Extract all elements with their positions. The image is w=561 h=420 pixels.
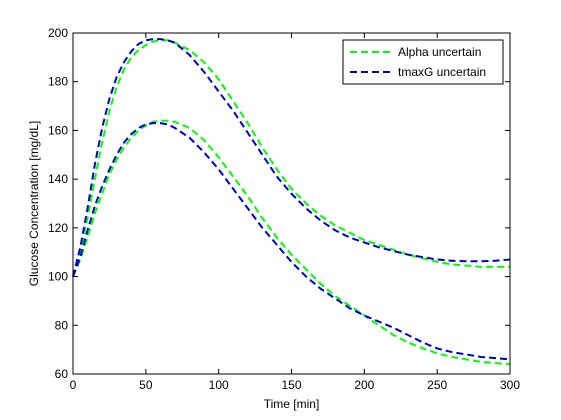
legend-box <box>342 39 504 85</box>
y-tick-label: 60 <box>55 367 69 381</box>
x-tick-label: 50 <box>139 378 153 392</box>
x-tick-label: 200 <box>354 378 374 392</box>
ticks: 0 50 100 150 200 250 300 60 80 100 120 140 160 180 200 <box>48 26 520 392</box>
y-tick-label: 120 <box>48 221 68 235</box>
y-tick-label: 160 <box>48 123 68 137</box>
y-tick-label: 140 <box>48 172 68 186</box>
y-axis-label: Glucose Concentration [mg/dL] <box>27 121 41 286</box>
legend-label: Alpha uncertain <box>398 45 481 59</box>
x-tick-label: 300 <box>500 378 520 392</box>
legend-label: tmaxG uncertain <box>398 65 486 79</box>
legend: Alpha uncertain tmaxG uncertain <box>342 39 504 85</box>
x-tick-label: 150 <box>281 378 301 392</box>
series-line-alpha-lower <box>72 119 511 366</box>
plot-area <box>72 38 511 366</box>
series-line-tmaxg-upper <box>72 38 511 277</box>
x-tick-label: 250 <box>427 378 447 392</box>
x-tick-label: 0 <box>70 378 77 392</box>
y-tick-label: 80 <box>55 318 69 332</box>
y-tick-label: 100 <box>48 270 68 284</box>
series-line-tmaxg-lower <box>72 122 511 361</box>
series-line-alpha-upper <box>72 39 510 277</box>
x-tick-label: 100 <box>209 378 229 392</box>
y-tick-label: 200 <box>48 26 68 40</box>
y-tick-label: 180 <box>48 75 68 89</box>
x-axis-label: Time [min] <box>264 397 320 411</box>
